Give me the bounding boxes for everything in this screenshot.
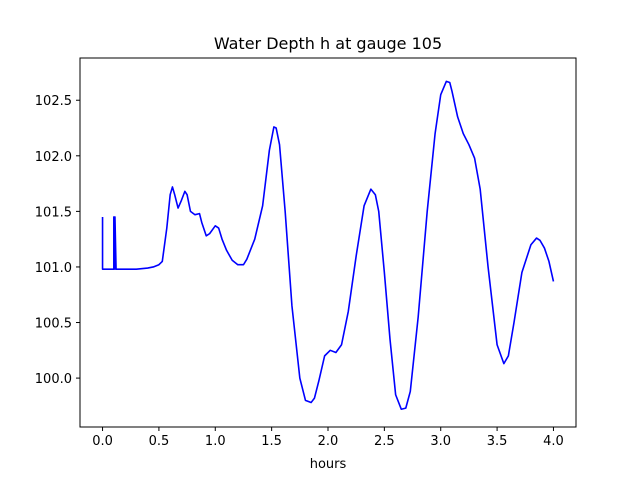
series-line-0 xyxy=(101,80,555,411)
x-tick-label: 0.5 xyxy=(149,434,170,449)
x-tick-label: 3.0 xyxy=(430,434,451,449)
x-tick-label: 1.5 xyxy=(261,434,282,449)
x-tick-label: 2.5 xyxy=(374,434,395,449)
y-tick-label: 100.0 xyxy=(35,372,72,387)
x-tick-label: 4.0 xyxy=(543,434,564,449)
y-tick-label: 100.5 xyxy=(35,317,72,332)
y-tick-label: 101.5 xyxy=(35,205,72,220)
y-tick-label: 102.5 xyxy=(35,94,72,109)
x-tick-label: 1.0 xyxy=(205,434,226,449)
x-axis-ticks: 0.0 0.5 1.0 1.5 2.0 2.5 3.0 3.5 4.0 xyxy=(92,427,564,449)
y-tick-label: 102.0 xyxy=(35,150,72,165)
chart-title: Water Depth h at gauge 105 xyxy=(214,34,442,53)
plot-area xyxy=(101,80,555,411)
x-tick-label: 3.5 xyxy=(487,434,508,449)
x-tick-label: 0.0 xyxy=(92,434,113,449)
x-tick-label: 2.0 xyxy=(318,434,339,449)
y-tick-label: 101.0 xyxy=(35,261,72,276)
y-axis-ticks: 100.0 100.5 101.0 101.5 102.0 102.5 xyxy=(35,94,80,387)
axes-frame xyxy=(79,57,577,428)
x-axis-label: hours xyxy=(310,457,347,472)
